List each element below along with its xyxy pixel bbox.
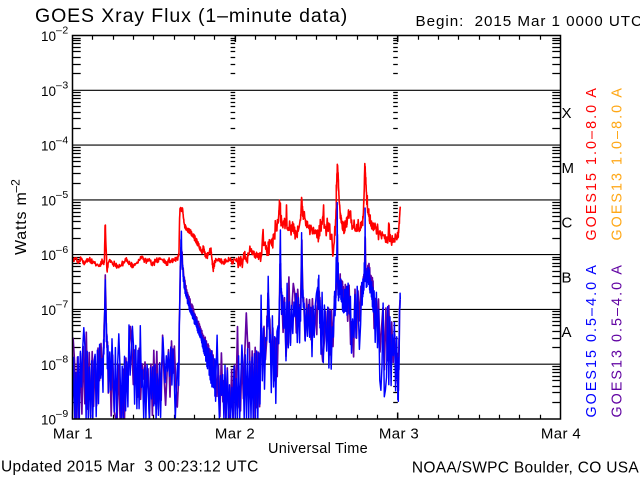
svg-text:GOES13 0.5–4.0 A: GOES13 0.5–4.0 A: [610, 263, 626, 417]
svg-text:C: C: [562, 215, 573, 232]
svg-text:X: X: [562, 105, 572, 122]
svg-text:–2: –2: [9, 179, 23, 193]
svg-text:10: 10: [41, 139, 56, 154]
svg-text:Watts m: Watts m: [13, 191, 30, 255]
svg-text:10: 10: [41, 303, 56, 318]
svg-text:10: 10: [41, 358, 56, 373]
svg-text:–7: –7: [56, 299, 69, 311]
svg-text:A: A: [562, 324, 572, 341]
svg-text:10: 10: [41, 29, 56, 44]
svg-text:B: B: [562, 269, 572, 286]
svg-text:–3: –3: [56, 80, 69, 92]
svg-text:GOES15 0.5–4.0 A: GOES15 0.5–4.0 A: [584, 263, 600, 417]
svg-text:Updated 2015 Mar 3 00:23:12 U: Updated 2015 Mar 3 00:23:12 UTC: [1, 459, 259, 476]
svg-text:–9: –9: [56, 408, 69, 420]
svg-text:10: 10: [41, 248, 56, 263]
svg-text:10: 10: [41, 413, 56, 428]
svg-text:–8: –8: [56, 353, 69, 365]
svg-text:Mar 3: Mar 3: [379, 426, 419, 443]
svg-text:GOES15 1.0–8.0 A: GOES15 1.0–8.0 A: [584, 86, 600, 240]
svg-text:–4: –4: [56, 134, 69, 146]
svg-text:–5: –5: [56, 189, 69, 201]
svg-text:NOAA/SWPC Boulder, CO USA: NOAA/SWPC Boulder, CO USA: [412, 460, 640, 477]
svg-text:GOES Xray Flux (1–minute data): GOES Xray Flux (1–minute data): [35, 5, 348, 27]
svg-text:Mar 1: Mar 1: [53, 426, 93, 443]
svg-text:Mar 4: Mar 4: [541, 426, 581, 443]
svg-text:Universal Time: Universal Time: [268, 441, 368, 457]
svg-text:10: 10: [41, 84, 56, 99]
svg-text:10: 10: [41, 194, 56, 209]
svg-text:Begin: 2015 Mar 1 0000 UTC: Begin: 2015 Mar 1 0000 UTC: [416, 13, 640, 30]
svg-text:M: M: [562, 160, 575, 177]
svg-text:–2: –2: [56, 25, 69, 37]
svg-text:Mar 2: Mar 2: [215, 426, 255, 443]
svg-text:GOES13 1.0–8.0 A: GOES13 1.0–8.0 A: [610, 86, 626, 240]
svg-text:–6: –6: [56, 244, 69, 256]
